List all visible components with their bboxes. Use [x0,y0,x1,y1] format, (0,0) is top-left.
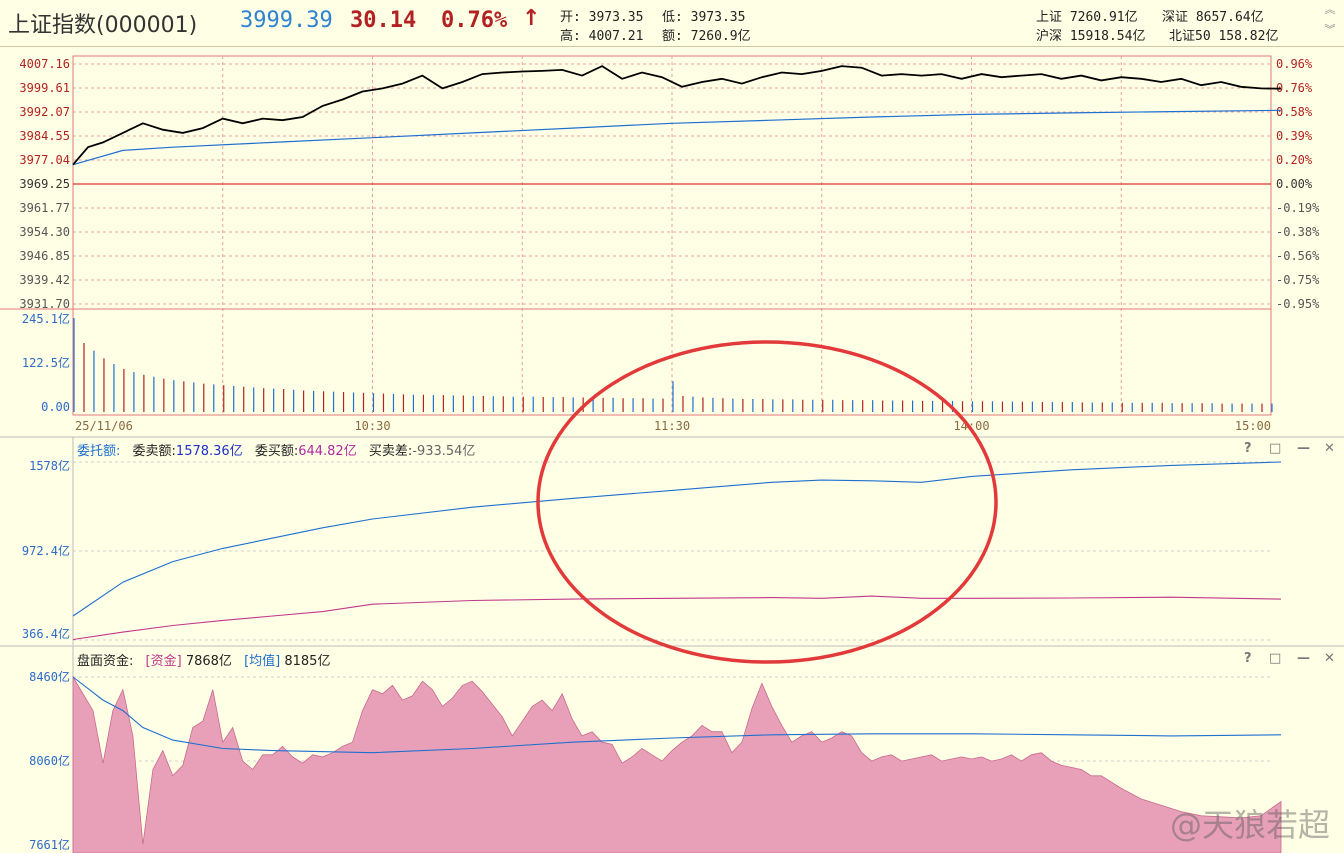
price-tick-label: 4007.16 [19,57,70,71]
fund-title: 盘面资金: [77,654,134,669]
fund-area [72,675,1282,853]
avg-price-line [72,109,1282,166]
sell-amount-line [72,461,1282,617]
sell-label: 委卖额: [132,444,176,459]
fund-label: [资金] [145,654,182,669]
pct-tick-label: 0.20% [1276,153,1313,167]
pct-tick-label: 0.39% [1276,129,1313,143]
fund-tick-label: 8060亿 [29,753,70,768]
price-tick-label: 3984.55 [19,129,70,143]
fund-avg-line [72,676,1282,754]
pct-tick-label: -0.75% [1276,273,1320,287]
order-tick-label: 366.4亿 [22,626,70,641]
volume-tick-label: 245.1亿 [22,311,70,326]
price-tick-label: 3992.07 [19,105,70,119]
time-label: 11:30 [654,419,690,433]
low-price: 低: 3973.35 [662,10,746,25]
order-panel: 1578亿 972.4亿 366.4亿 [0,436,1344,645]
scroll-down-icon[interactable]: ︾ [1324,23,1336,36]
pct-tick-label: 0.00% [1276,177,1313,191]
price-tick-label: 3999.61 [19,81,70,95]
diff-value: -933.54亿 [412,444,476,459]
price-tick-label: 3961.77 [19,201,70,215]
pct-tick-label: 0.76% [1276,81,1313,95]
maximize-icon[interactable]: □ [1269,441,1282,456]
scroll-up-icon[interactable]: ︽ [1324,3,1336,16]
last-price: 3999.39 [240,8,333,33]
pct-tick-label: -0.19% [1276,201,1320,215]
maximize-icon-2[interactable]: □ [1269,651,1282,666]
minimize-icon-2[interactable]: — [1297,651,1310,666]
turnover-amount: 额: 7260.9亿 [662,29,751,44]
order-tick-label: 1578亿 [29,458,70,473]
sz-amount: 深证 8657.64亿 [1162,10,1264,25]
weibo-watermark: @天狼若超 [1169,806,1330,844]
order-title: 委托额: [77,444,121,459]
pct-tick-label: -0.95% [1276,297,1320,311]
minimize-icon[interactable]: — [1297,441,1310,456]
price-tick-label: 3969.25 [19,177,70,191]
high-price: 高: 4007.21 [560,29,644,44]
index-name[interactable]: 上证指数(000001) [8,13,198,38]
time-label: 14:00 [953,419,989,433]
time-label: 10:30 [354,419,390,433]
volume-tick-label: 0.00 [41,400,70,414]
price-tick-label: 3939.42 [19,273,70,287]
hs-amount: 沪深 15918.54亿 [1036,29,1146,44]
close-icon-2[interactable]: ✕ [1324,651,1335,666]
price-line [72,65,1282,166]
buy-amount-line [72,595,1282,641]
time-label: 25/11/06 [75,419,133,433]
avg-label: [均值] [244,654,281,669]
pct-tick-label: 0.58% [1276,105,1313,119]
price-tick-label: 3946.85 [19,249,70,263]
help-icon[interactable]: ? [1244,441,1252,456]
price-tick-label: 3977.04 [19,153,70,167]
open-price: 开: 3973.35 [560,10,644,25]
price-change: 30.14 [350,8,417,33]
fund-panel: 8460亿 8060亿 7661亿 [0,645,1344,853]
avg-value: 8185亿 [284,654,331,669]
pct-tick-label: -0.56% [1276,249,1320,263]
pct-tick-label: 0.96% [1276,57,1313,71]
buy-label: 委买额: [254,444,299,459]
fund-value: 7868亿 [185,654,232,669]
quote-header: 上证指数(000001) 3999.39 30.14 0.76% ↑ 开: 39… [0,0,1344,47]
bz50-amount: 北证50 158.82亿 [1169,29,1279,44]
pct-tick-label: -0.38% [1276,225,1320,239]
volume-tick-label: 122.5亿 [22,355,70,370]
diff-label: 买卖差: [368,444,413,459]
price-tick-label: 3931.70 [19,297,70,311]
order-tick-label: 972.4亿 [22,543,70,558]
order-panel-title: 委托额: 委卖额:1578.36亿 委买额:644.82亿 买卖差:-933.5… [77,440,475,459]
fund-tick-label: 7661亿 [29,837,70,852]
buy-value: 644.82亿 [298,444,357,459]
sh-amount: 上证 7260.91亿 [1036,10,1138,25]
price-panel: 4007.16 3999.61 3992.07 3984.55 3977.04 3969.… [0,55,1320,433]
fund-tick-label: 8460亿 [29,669,70,684]
highlight-circle [536,340,998,664]
close-icon[interactable]: ✕ [1324,441,1335,456]
up-arrow-icon: ↑ [522,6,541,31]
fund-panel-title: 盘面资金: [资金] 7868亿 [均值] 8185亿 [77,650,330,669]
price-change-pct: 0.76% [441,8,508,33]
price-tick-label: 3954.30 [19,225,70,239]
time-label: 15:00 [1235,419,1271,433]
price-panel-frame [72,55,1272,416]
help-icon-2[interactable]: ? [1244,651,1252,666]
sell-value: 1578.36亿 [175,444,243,459]
